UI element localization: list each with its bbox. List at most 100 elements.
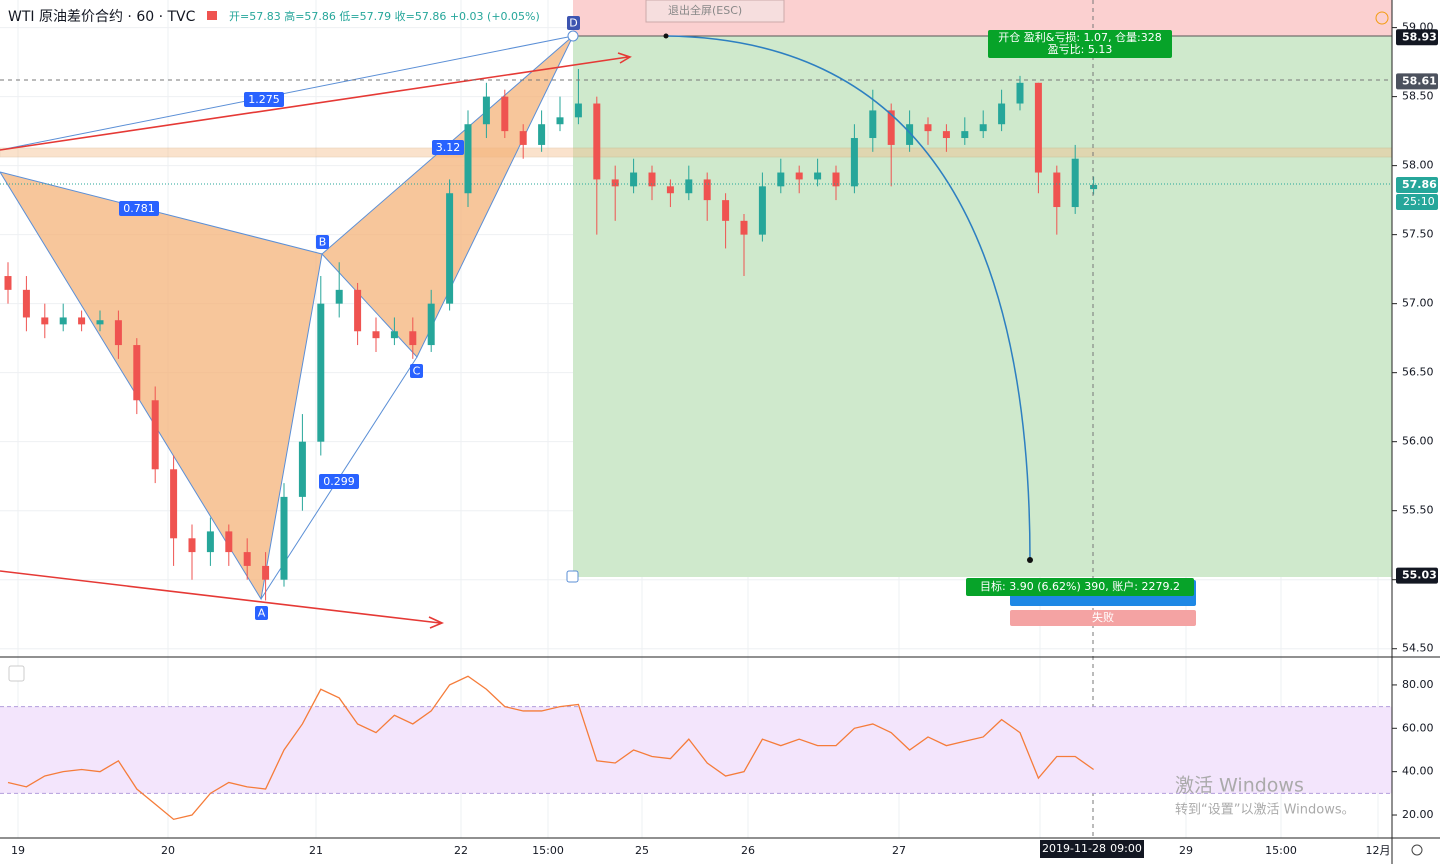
point-label: D — [569, 17, 577, 30]
candle-body — [22, 289, 30, 318]
candle-body — [538, 124, 546, 145]
target-label: 目标: 3.90 (6.62%) 390, 账户: 2279.2 — [980, 579, 1180, 593]
collapse-button[interactable] — [8, 665, 25, 682]
profit-zone — [573, 36, 1392, 577]
y-tick-label: 58.00 — [1402, 159, 1434, 172]
projection-curve — [665, 35, 1031, 561]
candle-body — [151, 400, 159, 470]
candle-body — [814, 172, 822, 180]
candle-body — [703, 179, 711, 201]
x-tick-label: 29 — [1179, 844, 1193, 857]
candle-body — [630, 172, 638, 187]
y2-tick-label: 80.00 — [1402, 678, 1434, 691]
position-ratio: 盈亏比: 5.13 — [1048, 43, 1113, 56]
pattern-labels: A B C D 0.781 1.275 0.299 3.12 — [119, 16, 580, 620]
candle-body — [777, 172, 785, 187]
ratio-box — [432, 140, 464, 155]
trend-arrows — [0, 52, 632, 629]
ratio-box — [119, 201, 159, 216]
crosshair-x-box — [1040, 840, 1144, 858]
candle-body — [298, 441, 306, 497]
x-tick-label: 26 — [741, 844, 755, 857]
handle[interactable] — [567, 30, 579, 42]
candle-body — [78, 317, 86, 325]
handle[interactable] — [566, 570, 579, 583]
price-marker — [1396, 73, 1438, 90]
arrow-bottom — [0, 570, 441, 624]
price-marker-label: 58.61 — [1402, 74, 1437, 87]
price-marker — [1396, 29, 1438, 46]
candle-body — [611, 179, 619, 187]
ratio-label: 0.299 — [323, 475, 355, 488]
x-tick-label: 22 — [454, 844, 468, 857]
candle-body — [593, 103, 601, 180]
candle-body — [685, 179, 693, 194]
candle-body — [1090, 184, 1098, 190]
tooltip: 退出全屏(ESC) — [668, 3, 742, 17]
status-box — [1010, 610, 1196, 626]
arrow-head — [428, 616, 444, 629]
candle-body — [243, 552, 251, 566]
candle-body — [887, 110, 895, 145]
y-tick-label: 55.50 — [1402, 504, 1434, 517]
tooltip-box — [645, 0, 785, 23]
candle-body — [335, 289, 343, 304]
ratio-box — [244, 92, 284, 107]
crosshair-date: 2019-11-28 — [1042, 842, 1106, 855]
watermark: 激活 Windows — [1175, 775, 1304, 797]
xb-line — [0, 171, 323, 255]
pattern-xab — [0, 172, 322, 599]
point-box — [316, 235, 329, 249]
candle-body — [850, 138, 858, 187]
candle-body — [1071, 158, 1079, 208]
candle-body — [390, 331, 398, 339]
symbol: WTI 原油差价合约 · 60 · TVC — [8, 9, 196, 25]
candle-body — [4, 276, 12, 290]
candle-body — [998, 103, 1006, 125]
x-tick-label: 21 — [309, 844, 323, 857]
settings-icon[interactable] — [1411, 844, 1423, 856]
y-tick-label: 58.50 — [1402, 90, 1434, 103]
candle-body — [409, 331, 417, 346]
price-marker-label: 58.93 — [1402, 30, 1437, 43]
point-box — [410, 364, 423, 378]
candle-body — [832, 172, 840, 187]
candle-body — [979, 124, 987, 132]
candle-body — [648, 172, 656, 187]
candle-body — [41, 317, 49, 325]
point-box — [567, 16, 580, 30]
candle-body — [1034, 82, 1042, 173]
candle-body — [482, 96, 490, 125]
rsi-line — [7, 675, 1094, 821]
candle-body — [133, 345, 141, 401]
price-marker — [1396, 176, 1438, 193]
candle-body — [206, 531, 214, 553]
xd-line — [0, 35, 574, 151]
alert-icon[interactable] — [1375, 11, 1389, 25]
position-pnl: 开仓 盈利&亏损: 1.07, 仓量:328 — [998, 30, 1161, 44]
candle-body — [188, 538, 196, 553]
status-label: 失败 — [1092, 610, 1114, 624]
watermark-sub: 转到“设置”以激活 Windows。 — [1175, 803, 1355, 818]
candle-body — [961, 131, 969, 139]
candle-body — [262, 565, 270, 580]
candle-body — [427, 303, 435, 346]
candle-body — [1053, 172, 1061, 208]
x-tick-label: 20 — [161, 844, 175, 857]
y-tick-label: 54.50 — [1402, 642, 1434, 655]
candle-body — [114, 320, 122, 346]
y-tick-label: 57.50 — [1402, 228, 1434, 241]
target-box — [966, 578, 1194, 596]
candle-body — [519, 131, 527, 145]
arrow-head — [617, 52, 632, 64]
x-tick-label: 15:00 — [532, 844, 564, 857]
position-box — [988, 30, 1172, 58]
point-label: A — [258, 607, 266, 620]
candle-body — [942, 131, 950, 139]
candle-body — [446, 193, 454, 304]
candle-body — [556, 117, 564, 125]
y2-tick-label: 20.00 — [1402, 808, 1434, 821]
candle-body — [225, 531, 233, 553]
candle-body — [372, 331, 380, 339]
